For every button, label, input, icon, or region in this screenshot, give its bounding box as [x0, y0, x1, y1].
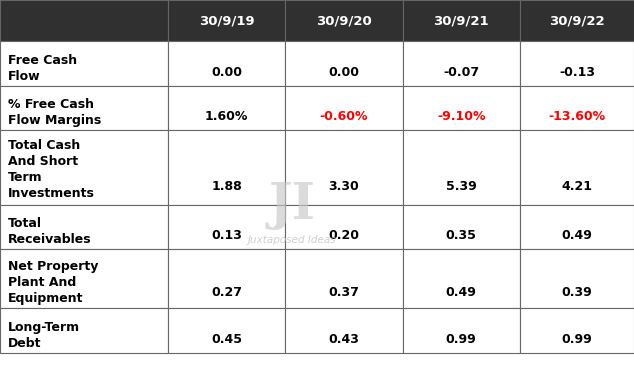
Bar: [520, 308, 634, 353]
Bar: [403, 130, 520, 205]
Bar: [285, 41, 403, 86]
Text: Free Cash
Flow: Free Cash Flow: [8, 54, 77, 83]
Bar: [0, 41, 168, 86]
Text: 0.20: 0.20: [328, 229, 359, 242]
Bar: [168, 130, 285, 205]
Bar: [0, 130, 168, 205]
Text: 0.43: 0.43: [328, 333, 359, 346]
Text: -9.10%: -9.10%: [437, 110, 486, 123]
Bar: [403, 205, 520, 249]
Text: 1.60%: 1.60%: [205, 110, 249, 123]
Text: Net Property
Plant And
Equipment: Net Property Plant And Equipment: [8, 260, 98, 305]
Bar: [285, 86, 403, 130]
Text: 0.00: 0.00: [211, 66, 242, 79]
Text: 30/9/20: 30/9/20: [316, 14, 372, 27]
Bar: [168, 308, 285, 353]
Text: 4.21: 4.21: [562, 180, 592, 194]
Bar: [403, 308, 520, 353]
Text: Total Cash
And Short
Term
Investments: Total Cash And Short Term Investments: [8, 139, 94, 200]
Text: % Free Cash
Flow Margins: % Free Cash Flow Margins: [8, 98, 101, 127]
Text: -13.60%: -13.60%: [548, 110, 605, 123]
Text: 0.13: 0.13: [211, 229, 242, 242]
Bar: [520, 249, 634, 308]
Bar: [168, 249, 285, 308]
Text: Total
Receivables: Total Receivables: [8, 217, 91, 246]
Text: 0.49: 0.49: [562, 229, 592, 242]
Text: JI: JI: [268, 181, 315, 230]
Text: 30/9/21: 30/9/21: [434, 14, 489, 27]
Bar: [285, 0, 403, 41]
Bar: [0, 205, 168, 249]
Bar: [403, 0, 520, 41]
Bar: [285, 205, 403, 249]
Text: 1.88: 1.88: [211, 180, 242, 194]
Bar: [520, 130, 634, 205]
Text: 0.27: 0.27: [211, 286, 242, 300]
Bar: [520, 0, 634, 41]
Text: -0.60%: -0.60%: [320, 110, 368, 123]
Bar: [168, 41, 285, 86]
Text: 0.49: 0.49: [446, 286, 477, 300]
Bar: [168, 0, 285, 41]
Bar: [285, 308, 403, 353]
Text: 0.99: 0.99: [562, 333, 592, 346]
Text: -0.13: -0.13: [559, 66, 595, 79]
Bar: [0, 308, 168, 353]
Text: 5.39: 5.39: [446, 180, 477, 194]
Bar: [403, 41, 520, 86]
Bar: [285, 249, 403, 308]
Text: Juxtaposed Ideas: Juxtaposed Ideas: [247, 235, 336, 245]
Text: 0.39: 0.39: [562, 286, 592, 300]
Text: Long-Term
Debt: Long-Term Debt: [8, 321, 80, 350]
Text: 30/9/19: 30/9/19: [199, 14, 254, 27]
Bar: [520, 41, 634, 86]
Text: 0.35: 0.35: [446, 229, 477, 242]
Bar: [168, 205, 285, 249]
Bar: [0, 86, 168, 130]
Bar: [403, 249, 520, 308]
Bar: [520, 86, 634, 130]
Bar: [0, 249, 168, 308]
Text: -0.07: -0.07: [443, 66, 479, 79]
Bar: [520, 205, 634, 249]
Bar: [403, 86, 520, 130]
Text: 0.45: 0.45: [211, 333, 242, 346]
Bar: [285, 130, 403, 205]
Text: 0.99: 0.99: [446, 333, 477, 346]
Text: 0.00: 0.00: [328, 66, 359, 79]
Bar: [168, 86, 285, 130]
Text: 0.37: 0.37: [328, 286, 359, 300]
Bar: [0, 0, 168, 41]
Text: 3.30: 3.30: [328, 180, 359, 194]
Text: 30/9/22: 30/9/22: [549, 14, 605, 27]
